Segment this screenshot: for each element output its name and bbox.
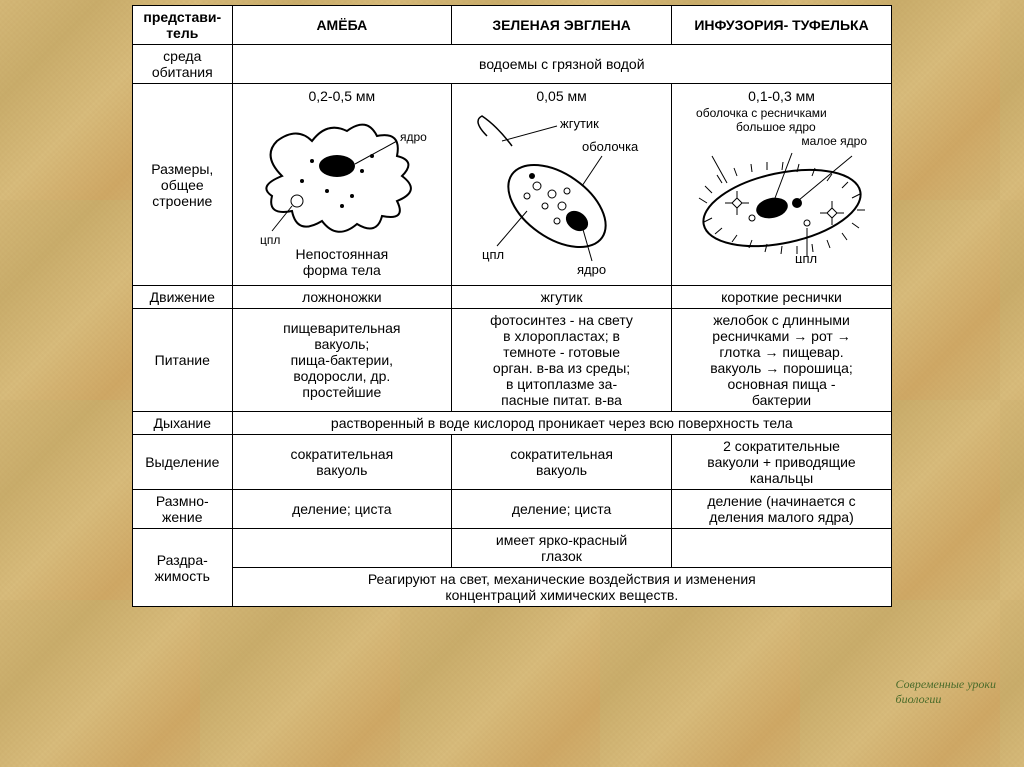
svg-text:жгутик: жгутик xyxy=(560,116,599,131)
svg-text:ядро: ядро xyxy=(577,262,606,277)
header-euglena: ЗЕЛЕНАЯ ЭВГЛЕНА xyxy=(452,6,672,45)
structure-label: Размеры, общее строение xyxy=(133,84,233,286)
excretion-euglena: сократительная вакуоль xyxy=(452,435,672,490)
protozoa-comparison-table: представи- тель АМЁБА ЗЕЛЕНАЯ ЭВГЛЕНА ИН… xyxy=(132,5,892,607)
svg-text:цпл: цпл xyxy=(482,247,504,262)
nutrition-amoeba: пищеварительная вакуоль; пища-бактерии, … xyxy=(232,309,452,412)
paramecium-macro-label: большое ядро xyxy=(676,120,887,134)
svg-text:цпл: цпл xyxy=(260,233,280,246)
habitat-value: водоемы с грязной водой xyxy=(232,45,891,84)
amoeba-diagram-cell: 0,2-0,5 мм ядро цпл Непостоянная форма т… xyxy=(232,84,452,286)
header-paramecium: ИНФУЗОРИЯ- ТУФЕЛЬКА xyxy=(672,6,892,45)
breathing-value: растворенный в воде кислород проникает ч… xyxy=(232,412,891,435)
breathing-label: Дыхание xyxy=(133,412,233,435)
euglena-size: 0,05 мм xyxy=(456,88,667,104)
header-rowlabel: представи- тель xyxy=(133,6,233,45)
svg-text:цпл: цпл xyxy=(795,251,817,263)
reproduction-amoeba: деление; циста xyxy=(232,490,452,529)
nutrition-euglena: фотосинтез - на свету в хлоропластах; в … xyxy=(452,309,672,412)
euglena-diagram-cell: 0,05 мм жгутик оболочка цпл ядро xyxy=(452,84,672,286)
excretion-paramecium: 2 сократительные вакуоли + приводящие ка… xyxy=(672,435,892,490)
irritability-paramecium xyxy=(672,529,892,568)
irritability-euglena: имеет ярко-красный глазок xyxy=(452,529,672,568)
logo-text: Современные уроки биологии xyxy=(896,677,996,707)
irritability-common: Реагируют на свет, механические воздейст… xyxy=(232,568,891,607)
excretion-label: Выделение xyxy=(133,435,233,490)
reproduction-paramecium: деление (начинается с деления малого ядр… xyxy=(672,490,892,529)
svg-text:ядро: ядро xyxy=(400,130,427,144)
amoeba-diagram: ядро цпл xyxy=(242,106,442,246)
excretion-amoeba: сократительная вакуоль xyxy=(232,435,452,490)
reproduction-label: Размно- жение xyxy=(133,490,233,529)
irritability-amoeba xyxy=(232,529,452,568)
movement-amoeba: ложноножки xyxy=(232,286,452,309)
irritability-label: Раздра- жимость xyxy=(133,529,233,607)
movement-label: Движение xyxy=(133,286,233,309)
habitat-label: среда обитания xyxy=(133,45,233,84)
paramecium-cilia-label: оболочка с ресничками xyxy=(676,106,887,120)
euglena-diagram: жгутик оболочка цпл ядро xyxy=(457,106,667,281)
nutrition-paramecium: желобок с длинными ресничками → рот → гл… xyxy=(672,309,892,412)
amoeba-size: 0,2-0,5 мм xyxy=(237,88,448,104)
nutrition-label: Питание xyxy=(133,309,233,412)
paramecium-size: 0,1-0,3 мм xyxy=(676,88,887,104)
movement-euglena: жгутик xyxy=(452,286,672,309)
reproduction-euglena: деление; циста xyxy=(452,490,672,529)
paramecium-micro-label: малое ядро xyxy=(676,134,887,148)
amoeba-shape-note: Непостоянная форма тела xyxy=(237,246,448,278)
paramecium-diagram-cell: 0,1-0,3 мм оболочка с ресничками большое… xyxy=(672,84,892,286)
paramecium-diagram: цпл xyxy=(677,148,887,263)
svg-text:оболочка: оболочка xyxy=(582,139,639,154)
movement-paramecium: короткие реснички xyxy=(672,286,892,309)
header-amoeba: АМЁБА xyxy=(232,6,452,45)
